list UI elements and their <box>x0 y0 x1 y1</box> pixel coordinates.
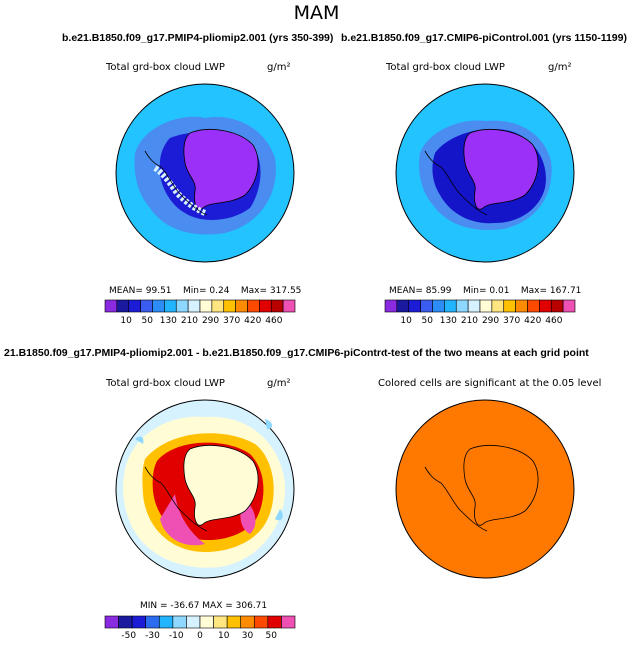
colorbar-tick-label: 460 <box>545 316 563 326</box>
colorbar-tick-label: 50 <box>141 316 153 326</box>
colorbar-tick-label: -10 <box>168 631 184 641</box>
colorbar-tick-label: 10 <box>400 316 412 326</box>
colorbar-swatch <box>247 299 260 313</box>
colorbar-tick-label: 370 <box>223 316 241 326</box>
colorbar-swatch <box>211 299 225 313</box>
colorbar-swatch <box>420 299 433 313</box>
colorbar-swatch <box>186 615 201 629</box>
panel1-stats: MEAN= 99.51 Min= 0.24 Max= 317.55 <box>109 286 302 296</box>
colorbar-swatch <box>527 299 540 313</box>
panel1-colorbar <box>104 299 296 313</box>
panel2-variable-label: Total grd-box cloud LWP <box>386 62 505 73</box>
colorbar-swatch <box>515 299 528 313</box>
panel1-map <box>115 83 295 263</box>
colorbar-tick-label: 210 <box>460 316 479 326</box>
colorbar-swatch <box>384 299 398 313</box>
colorbar-swatch <box>226 615 242 629</box>
panel1-colorbar-ticks: 10 50 130 210 290 370 420 460 <box>105 316 295 328</box>
colorbar-tick-label: 460 <box>265 316 283 326</box>
colorbar-swatch <box>152 299 165 313</box>
panel3-header: 21.B1850.f09_g17.PMIP4-pliomip2.001 - b.… <box>4 347 411 359</box>
colorbar-swatch <box>503 299 516 313</box>
colorbar-swatch <box>259 299 272 313</box>
colorbar-swatch <box>199 615 214 629</box>
colorbar-swatch <box>396 299 410 313</box>
colorbar-swatch <box>104 299 118 313</box>
colorbar-tick-label: 50 <box>265 631 277 641</box>
panel1-header: b.e21.B1850.f09_g17.PMIP4-pliomip2.001 (… <box>62 32 334 44</box>
panel4-header: t-test of the two means at each grid poi… <box>384 347 589 359</box>
colorbar-swatch <box>550 299 564 313</box>
colorbar-swatch <box>408 299 421 313</box>
colorbar-swatch <box>187 299 201 313</box>
colorbar-swatch <box>562 299 576 313</box>
colorbar-swatch <box>140 299 153 313</box>
panel2-colorbar-ticks: 10 50 130 210 290 370 420 460 <box>385 316 575 328</box>
colorbar-swatch <box>128 299 141 313</box>
colorbar-tick-label: 420 <box>524 316 542 326</box>
colorbar-swatch <box>213 615 228 629</box>
panel3-colorbar <box>104 615 296 629</box>
colorbar-swatch <box>479 299 493 313</box>
panel1-variable-label: Total grd-box cloud LWP <box>106 62 225 73</box>
colorbar-swatch <box>240 615 255 629</box>
colorbar-tick-label: 50 <box>421 316 433 326</box>
panel3-stats: MIN = -36.67 MAX = 306.71 <box>140 601 268 611</box>
colorbar-swatch <box>282 299 296 313</box>
colorbar-tick-label: 30 <box>241 631 254 641</box>
colorbar-swatch <box>235 299 248 313</box>
colorbar-tick-label: 10 <box>218 631 230 641</box>
colorbar-tick-label: 370 <box>503 316 521 326</box>
colorbar-swatch <box>432 299 445 313</box>
panel2-map <box>395 83 575 263</box>
panel3-colorbar-ticks: -50 -30 -10 0 10 30 50 <box>105 631 295 643</box>
colorbar-swatch <box>267 615 282 629</box>
colorbar-swatch <box>104 615 119 629</box>
colorbar-swatch <box>118 615 133 629</box>
colorbar-swatch <box>199 299 213 313</box>
panel4-map <box>395 399 575 579</box>
colorbar-tick-label: 10 <box>120 316 132 326</box>
panel2-stats: MEAN= 85.99 Min= 0.01 Max= 167.71 <box>389 286 582 296</box>
panel2-header: b.e21.B1850.f09_g17.CMIP6-piControl.001 … <box>341 32 627 44</box>
colorbar-swatch <box>491 299 505 313</box>
colorbar-swatch <box>175 299 189 313</box>
colorbar-tick-label: -30 <box>145 631 160 641</box>
colorbar-tick-label: 290 <box>481 316 500 326</box>
colorbar-swatch <box>172 615 187 629</box>
colorbar-swatch <box>158 615 174 629</box>
colorbar-swatch <box>253 615 269 629</box>
colorbar-tick-label: 290 <box>201 316 220 326</box>
page-title: MAM <box>293 2 340 24</box>
panel4-variable-label: Colored cells are significant at the 0.0… <box>378 378 602 389</box>
colorbar-swatch <box>145 615 160 629</box>
colorbar-swatch <box>164 299 177 313</box>
colorbar-tick-label: -50 <box>121 631 137 641</box>
panel3-variable-label: Total grd-box cloud LWP <box>106 378 225 389</box>
colorbar-swatch <box>270 299 284 313</box>
panel3-map <box>115 399 295 579</box>
panel3-units: g/m² <box>267 378 291 389</box>
colorbar-tick-label: 130 <box>159 316 177 326</box>
panel1-units: g/m² <box>267 62 291 73</box>
colorbar-tick-label: 210 <box>180 316 199 326</box>
colorbar-swatch <box>467 299 481 313</box>
colorbar-tick-label: 130 <box>439 316 457 326</box>
panel2-colorbar <box>384 299 576 313</box>
colorbar-swatch <box>455 299 469 313</box>
colorbar-swatch <box>281 615 296 629</box>
colorbar-tick-label: 0 <box>197 631 203 641</box>
colorbar-tick-label: 420 <box>244 316 262 326</box>
colorbar-swatch <box>116 299 130 313</box>
colorbar-swatch <box>539 299 552 313</box>
colorbar-swatch <box>444 299 457 313</box>
panel2-units: g/m² <box>548 62 572 73</box>
colorbar-swatch <box>223 299 236 313</box>
colorbar-swatch <box>131 615 147 629</box>
